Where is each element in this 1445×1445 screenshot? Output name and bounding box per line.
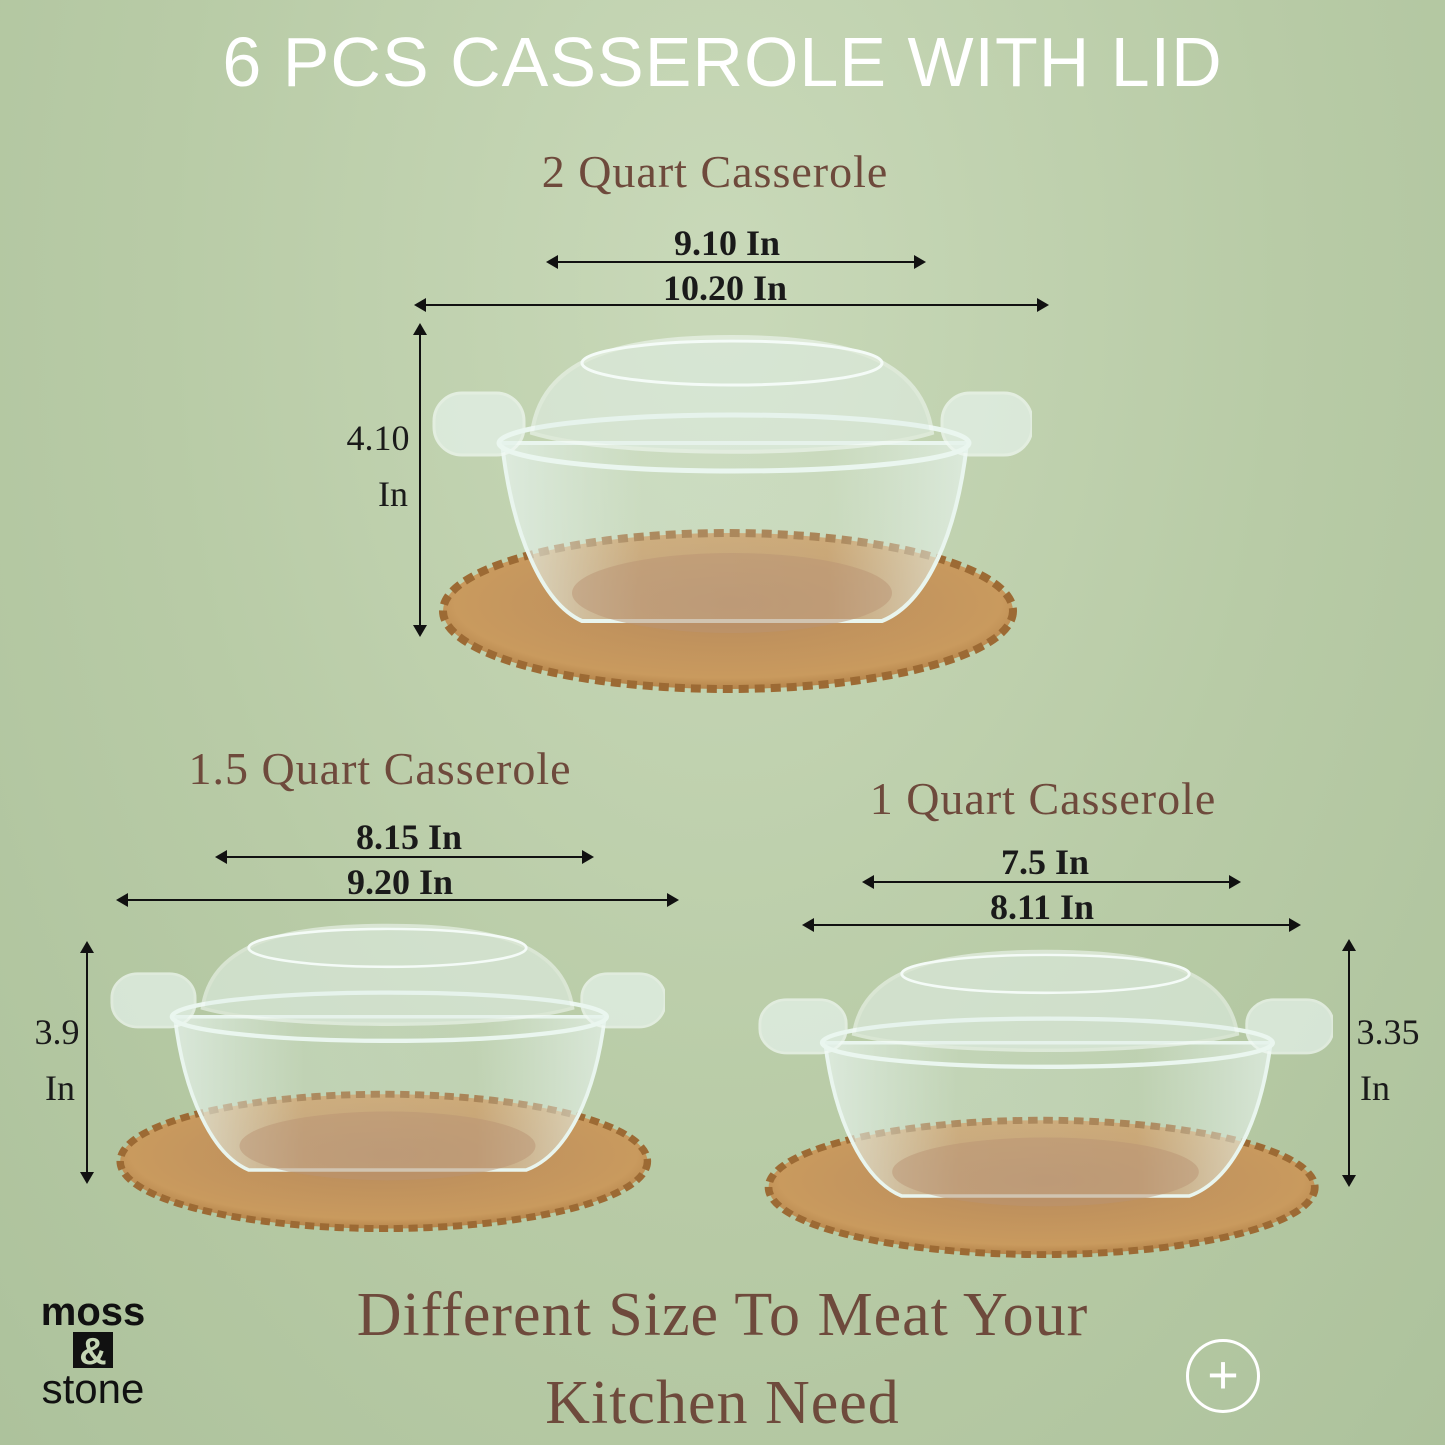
- page-title: 6 PCS CASSEROLE WITH LID: [222, 23, 1223, 101]
- product-1-outer-width: 10.20 In: [662, 268, 788, 308]
- product-2-height-unit: In: [45, 1068, 75, 1108]
- product-3-height: 3.35: [1356, 1012, 1420, 1052]
- tagline-line-1: Different Size To Meat Your: [356, 1281, 1089, 1349]
- handle-left: [110, 972, 197, 1029]
- lid-top: [247, 927, 528, 969]
- plus-icon: +: [1207, 1345, 1239, 1405]
- product-3-name: 1 Quart Casserole: [869, 773, 1217, 824]
- product-2-inner-width: 8.15 In: [355, 817, 463, 857]
- wicker-mat-rim: [764, 1116, 1319, 1258]
- handle-right: [580, 972, 665, 1029]
- outer-width-arrow: [802, 918, 1301, 932]
- brand-logo: moss & stone: [28, 1290, 158, 1412]
- inner-width-arrow: [862, 875, 1241, 889]
- handle-left: [432, 391, 526, 457]
- bowl-base: [892, 1137, 1199, 1207]
- product-2-outer-width: 9.20 In: [346, 862, 454, 902]
- product-3-inner-width: 7.5 In: [1000, 842, 1090, 882]
- inner-width-arrow: [215, 850, 594, 864]
- product-2-height: 3.9: [34, 1012, 80, 1052]
- handle-left: [758, 998, 848, 1055]
- handle-right: [940, 391, 1032, 457]
- product-1-height-unit: In: [378, 474, 408, 514]
- logo-stone: stone: [41, 1365, 145, 1412]
- lid-top: [900, 953, 1191, 995]
- product-1-height: 4.10: [346, 418, 410, 458]
- handle-right: [1245, 998, 1333, 1055]
- outer-width-arrow: [414, 298, 1049, 312]
- tagline-line-2: Kitchen Need: [545, 1369, 900, 1437]
- height-arrow: [80, 941, 94, 1184]
- casserole-image-1-5qt: [110, 923, 665, 1232]
- product-2-name: 1.5 Quart Casserole: [188, 743, 572, 794]
- zoom-plus-button[interactable]: +: [1186, 1339, 1260, 1413]
- wicker-mat-rim: [116, 1090, 652, 1232]
- product-1-inner-width: 9.10 In: [673, 223, 781, 263]
- wicker-mat-rim: [439, 529, 1017, 693]
- logo-ampersand: &: [73, 1332, 113, 1372]
- height-arrow: [413, 323, 427, 637]
- outer-width-arrow: [116, 893, 679, 907]
- inner-width-arrow: [546, 255, 926, 269]
- bowl-base: [239, 1111, 536, 1181]
- casserole-image-1qt: [758, 949, 1333, 1258]
- product-3-height-unit: In: [1360, 1068, 1390, 1108]
- bowl-base: [572, 553, 892, 633]
- casserole-image-2qt: [432, 334, 1032, 693]
- logo-moss: moss: [40, 1290, 146, 1334]
- height-arrow: [1342, 939, 1356, 1187]
- product-1-name: 2 Quart Casserole: [541, 146, 889, 197]
- lid-top: [580, 339, 884, 387]
- product-3-outer-width: 8.11 In: [989, 887, 1095, 927]
